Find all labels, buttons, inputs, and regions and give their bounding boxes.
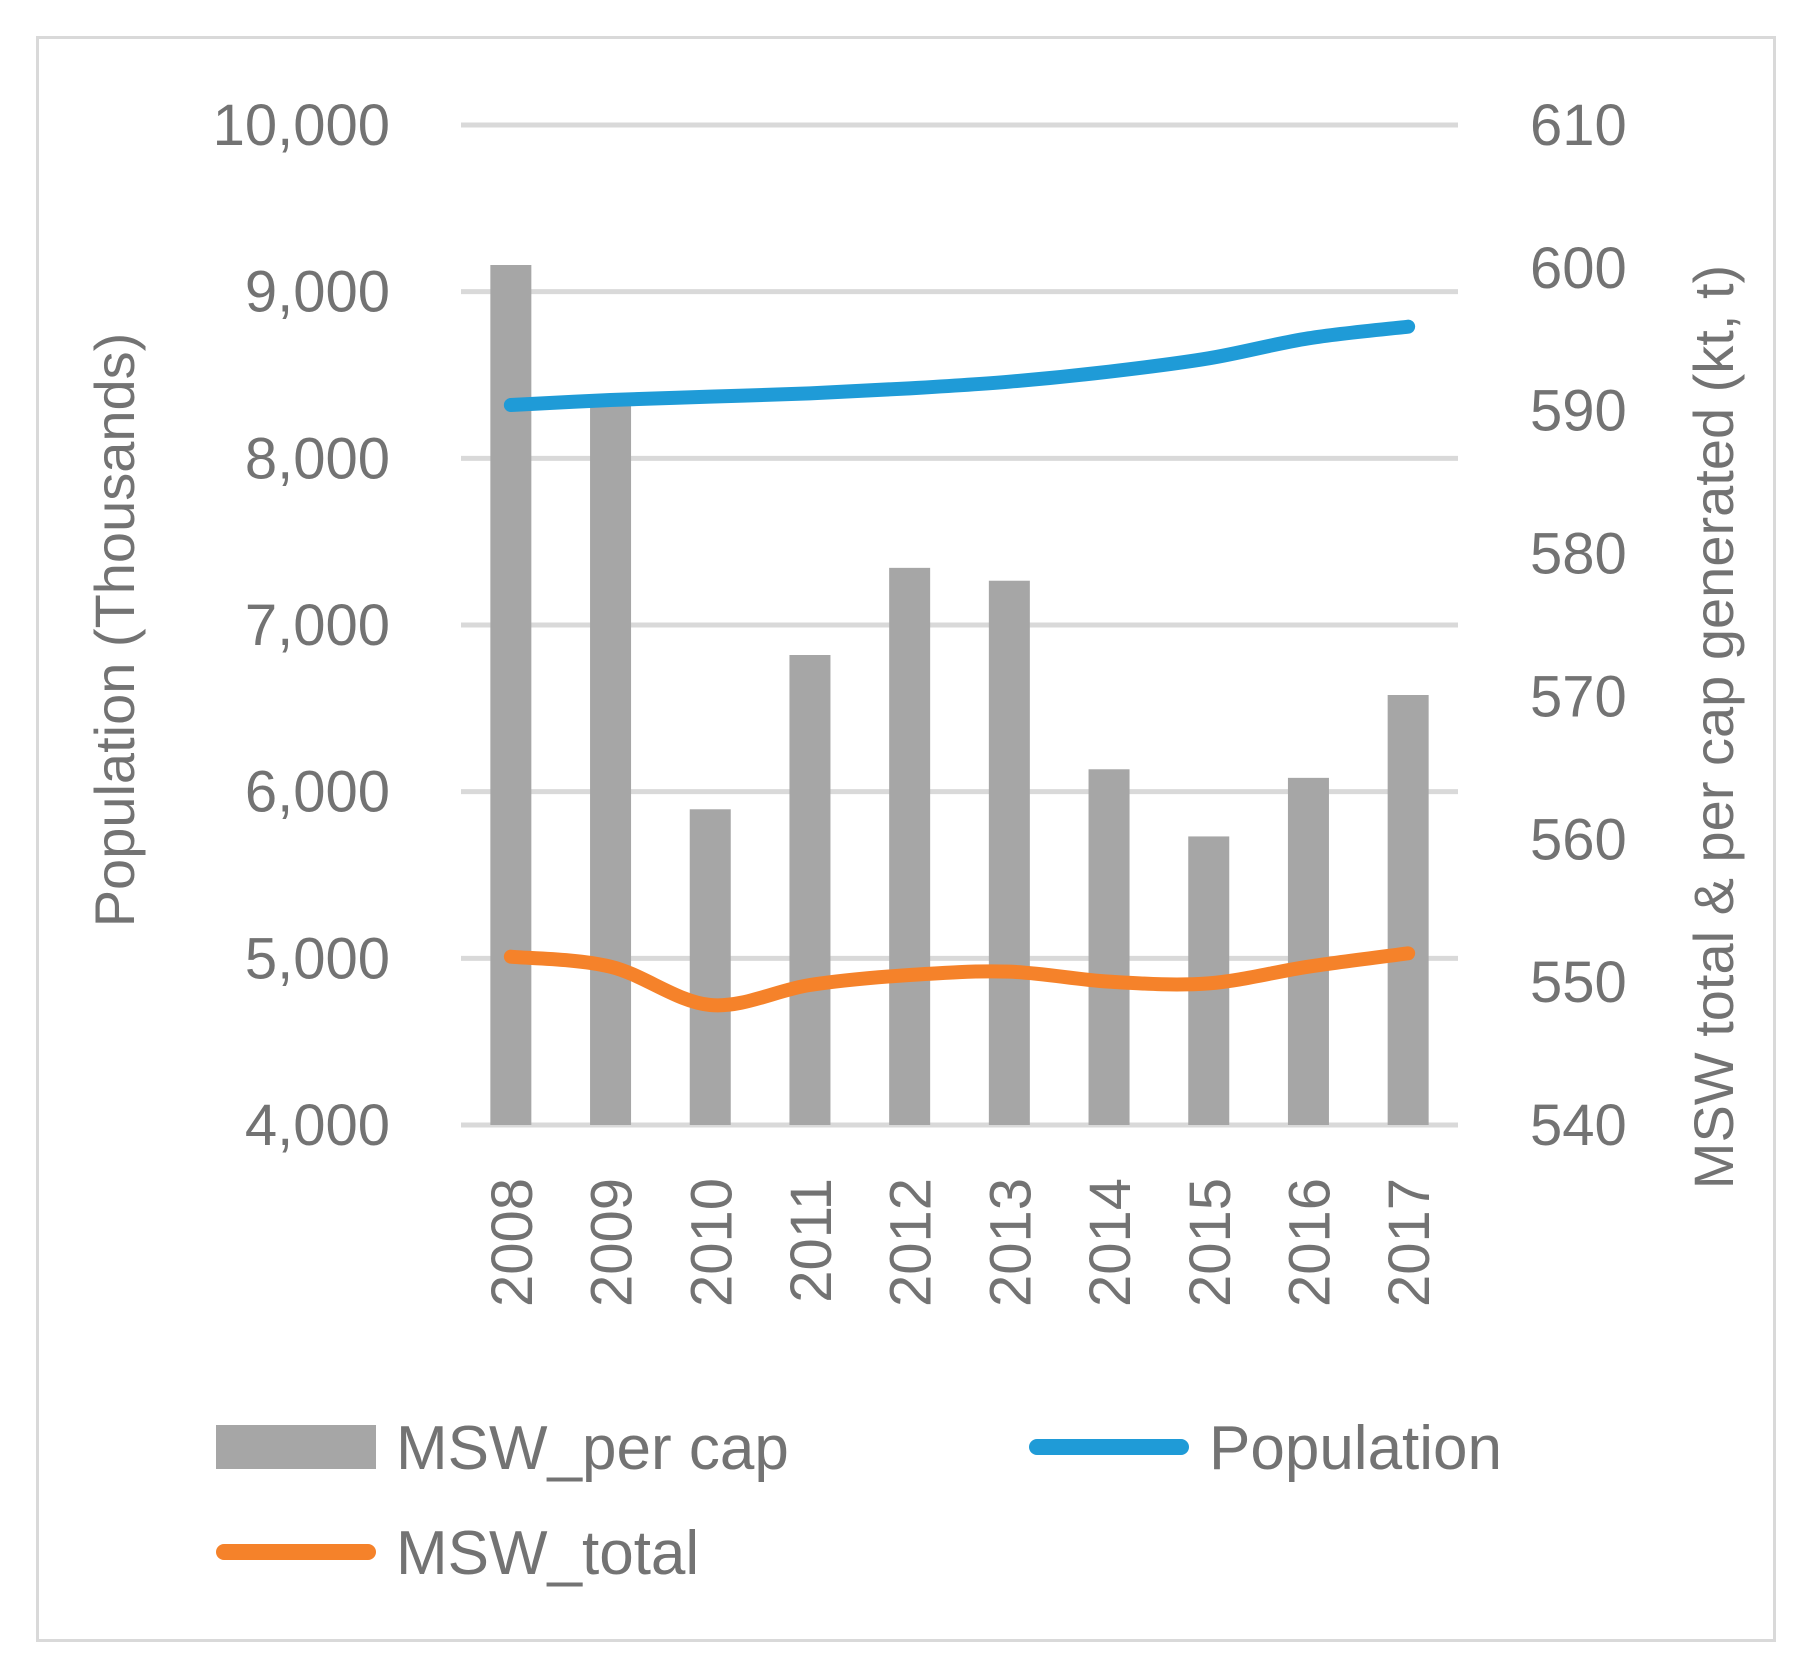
left-tick-label: 7,000 (245, 593, 390, 658)
x-axis-ticks: 2008 2009 2010 2011 2012 2013 2014 2015 2016 2017 (480, 1178, 1442, 1307)
x-tick-label: 2011 (779, 1178, 844, 1303)
bar-2016 (1287, 777, 1329, 1125)
x-tick-label: 2015 (1178, 1178, 1243, 1307)
left-axis-title: Population (Thousands) (83, 333, 146, 928)
left-tick-label: 4,000 (245, 1093, 390, 1158)
legend-label-msw-per-cap: MSW_per cap (396, 1414, 789, 1483)
bar-2009 (590, 403, 632, 1126)
legend-swatch-msw-per-cap (216, 1425, 376, 1469)
legend: MSW_per cap Population MSW_total (216, 1414, 1502, 1588)
right-tick-label: 580 (1530, 522, 1627, 587)
right-tick-label: 560 (1530, 807, 1627, 872)
bar-2014 (1088, 769, 1130, 1125)
left-tick-label: 5,000 (245, 926, 390, 991)
left-tick-label: 9,000 (245, 260, 390, 325)
right-tick-label: 550 (1530, 950, 1627, 1015)
line-msw-total (503, 946, 1416, 1013)
x-tick-label: 2014 (1078, 1178, 1143, 1307)
right-tick-label: 610 (1530, 93, 1627, 158)
bar-2008 (490, 265, 532, 1125)
bar-2011 (789, 655, 831, 1125)
bar-2013 (988, 580, 1030, 1125)
legend-label-population: Population (1209, 1414, 1502, 1483)
x-tick-label: 2013 (978, 1178, 1043, 1307)
left-tick-label: 6,000 (245, 760, 390, 825)
left-tick-label: 10,000 (213, 93, 390, 158)
x-tick-label: 2009 (580, 1178, 645, 1307)
line-series (503, 319, 1416, 1013)
x-tick-label: 2017 (1377, 1178, 1442, 1307)
bar-2012 (889, 567, 931, 1125)
right-tick-label: 570 (1530, 664, 1627, 729)
bar-2017 (1387, 695, 1429, 1125)
left-axis-ticks: 4,000 5,000 6,000 7,000 8,000 9,000 10,000 (213, 93, 390, 1158)
right-axis-ticks: 540 550 560 570 580 590 600 610 (1530, 93, 1627, 1158)
right-tick-label: 600 (1530, 236, 1627, 301)
left-tick-label: 8,000 (245, 426, 390, 491)
x-tick-label: 2008 (480, 1178, 545, 1307)
right-axis-title: MSW total & per cap generated (kt, t) (1682, 265, 1745, 1189)
bar-2010 (689, 809, 731, 1125)
x-tick-label: 2012 (879, 1178, 944, 1307)
line-population (503, 319, 1416, 412)
x-tick-label: 2016 (1277, 1178, 1342, 1307)
x-tick-label: 2010 (679, 1178, 744, 1307)
right-tick-label: 590 (1530, 379, 1627, 444)
legend-label-msw-total: MSW_total (396, 1519, 699, 1588)
right-tick-label: 540 (1530, 1093, 1627, 1158)
